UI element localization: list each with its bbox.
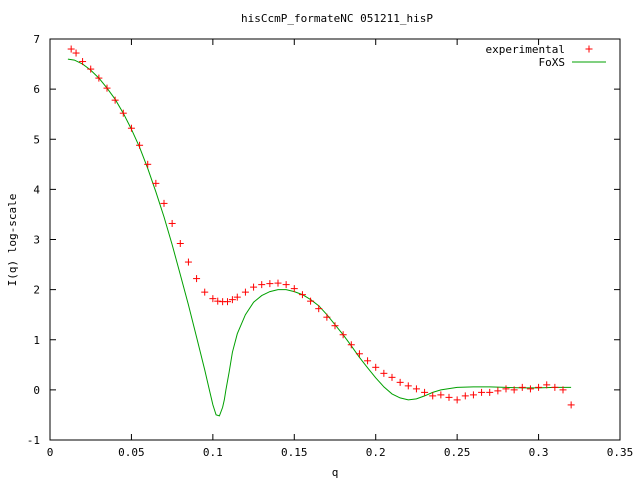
experimental-point [551,383,559,391]
experimental-point [95,74,103,82]
experimental-point [87,65,95,73]
experimental-point [266,280,274,288]
experimental-point [469,391,477,399]
experimental-point [486,388,494,396]
y-tick-label: 2 [33,284,40,297]
experimental-point [241,288,249,296]
experimental-point [453,396,461,404]
experimental-point [111,96,119,104]
experimental-point [323,313,331,321]
experimental-point [201,288,209,296]
experimental-point [535,383,543,391]
experimental-point [136,141,144,149]
experimental-point [103,84,111,92]
x-tick-label: 0.35 [607,446,634,459]
x-tick-label: 0.15 [281,446,308,459]
x-axis-label: q [332,466,339,479]
experimental-point [282,281,290,289]
x-tick-label: 0.3 [529,446,549,459]
legend-marker-experimental [585,45,593,53]
x-tick-label: 0.1 [203,446,223,459]
experimental-point [315,305,323,313]
experimental-point [193,275,201,283]
x-tick-label: 0.2 [366,446,386,459]
experimental-point [224,298,232,306]
experimental-point [152,179,160,187]
experimental-point [214,297,222,305]
experimental-point [250,283,258,291]
y-axis: -1 0 1 2 3 4 5 6 7 [27,33,620,447]
plot-frame [49,38,621,441]
experimental-point [412,385,420,393]
foxs-series [67,58,572,417]
experimental-point [176,240,184,248]
experimental-point [184,258,192,266]
experimental-point [258,281,266,289]
chart-title: hisCcmP_formateNC 051211_hisP [241,12,433,25]
experimental-point [168,219,176,227]
legend-label-experimental: experimental [486,43,565,56]
experimental-point [209,295,217,303]
experimental-point [233,293,241,301]
y-tick-label: 3 [33,234,40,247]
y-tick-label: 0 [33,384,40,397]
experimental-point [228,296,236,304]
experimental-point [461,392,469,400]
experimental-point [67,45,75,53]
experimental-point [559,386,567,394]
experimental-point [396,378,404,386]
y-tick-label: 6 [33,83,40,96]
legend-plus-marker [585,45,593,53]
experimental-point [543,381,551,389]
y-axis-label: I(q) log-scale [6,194,19,287]
experimental-point [298,291,306,299]
legend-label-foxs: FoXS [539,56,566,69]
experimental-point [307,297,315,305]
experimental-point [119,109,127,117]
experimental-point [494,387,502,395]
experimental-point [510,386,518,394]
experimental-series [67,45,575,409]
experimental-point [404,382,412,390]
experimental-point [567,401,575,409]
experimental-point [502,385,510,393]
experimental-point [331,322,339,330]
experimental-point [355,350,363,358]
experimental-point [380,369,388,377]
x-tick-label: 0 [47,446,54,459]
experimental-point [421,388,429,396]
experimental-point [388,373,396,381]
experimental-point [429,392,437,400]
x-tick-label: 0.05 [118,446,145,459]
y-tick-label: -1 [27,434,40,447]
foxs-line [67,58,572,417]
experimental-point [364,357,372,365]
y-tick-label: 7 [33,33,40,46]
experimental-point [437,391,445,399]
y-tick-label: 4 [33,183,40,196]
experimental-point [339,331,347,339]
legend: experimental FoXS [486,43,606,69]
experimental-point [372,363,380,371]
experimental-point [518,383,526,391]
x-axis: 0 0.05 0.1 0.15 0.2 0.25 0.3 0.35 [47,39,634,459]
experimental-point [79,58,87,66]
experimental-point [72,49,80,57]
experimental-point [144,160,152,168]
y-tick-label: 5 [33,133,40,146]
y-tick-label: 1 [33,334,40,347]
experimental-point [274,279,282,287]
x-tick-label: 0.25 [444,446,471,459]
experimental-point [478,388,486,396]
experimental-point [160,199,168,207]
experimental-point [127,124,135,132]
experimental-point [445,393,453,401]
experimental-point [526,385,534,393]
experimental-point [347,341,355,349]
experimental-point [290,285,298,293]
